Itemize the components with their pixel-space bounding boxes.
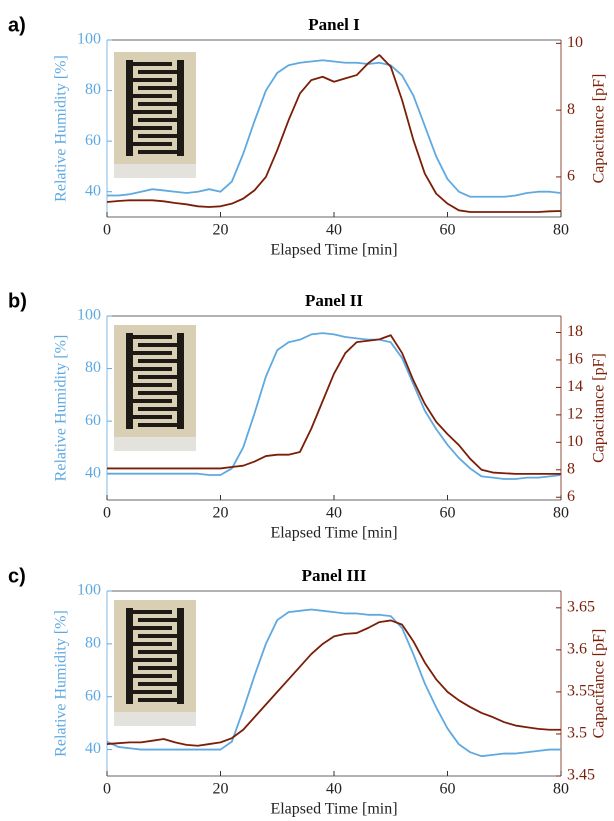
x-tick-label: 80 [553, 781, 569, 798]
y2-tick-label: 16 [567, 351, 583, 368]
x-tick-label: 40 [326, 505, 342, 522]
y2-tick-label: 8 [567, 101, 575, 118]
data-line [107, 332, 562, 480]
y-tick-label: 80 [85, 81, 101, 98]
sensor-photo [112, 598, 198, 728]
x-tick-label: 20 [213, 781, 229, 798]
y2-tick-label: 3.55 [567, 683, 595, 700]
y2-tick-label: 10 [567, 34, 583, 51]
y2-tick-label: 8 [567, 460, 575, 477]
y-axis-label: Relative Humidity [%] [53, 335, 70, 482]
x-tick-label: 80 [553, 505, 569, 522]
y2-tick-label: 12 [567, 406, 583, 423]
x-axis-label: Elapsed Time [min] [270, 525, 397, 542]
panel-label: b) [8, 290, 27, 312]
chart-title: Panel I [308, 15, 360, 34]
x-tick-label: 60 [440, 781, 456, 798]
x-tick-label: 60 [440, 222, 456, 239]
panel-label: c) [8, 565, 26, 587]
y-tick-label: 100 [77, 307, 101, 324]
x-tick-label: 60 [440, 505, 456, 522]
y2-tick-label: 14 [567, 378, 583, 395]
y-tick-label: 80 [85, 359, 101, 376]
y-tick-label: 60 [85, 412, 101, 429]
x-axis-label: Elapsed Time [min] [270, 801, 397, 818]
data-line [107, 59, 562, 198]
sensor-photo [112, 323, 198, 453]
y2-axis-label: Capacitance [pF] [591, 74, 608, 184]
y-axis-label: Relative Humidity [%] [53, 610, 70, 757]
y-tick-label: 40 [85, 182, 101, 199]
x-axis-label: Elapsed Time [min] [270, 242, 397, 259]
chart-title: Panel III [302, 566, 367, 585]
y2-tick-label: 10 [567, 433, 583, 450]
x-tick-label: 20 [213, 222, 229, 239]
y-tick-label: 60 [85, 687, 101, 704]
y2-tick-label: 3.6 [567, 641, 587, 658]
y2-tick-label: 3.5 [567, 725, 587, 742]
y-axis-label: Relative Humidity [%] [53, 55, 70, 202]
data-line [106, 608, 561, 758]
x-tick-label: 20 [213, 505, 229, 522]
data-line [106, 619, 561, 747]
y-tick-label: 80 [85, 635, 101, 652]
y-tick-label: 60 [85, 132, 101, 149]
x-tick-label: 0 [103, 781, 111, 798]
y2-axis-label: Capacitance [pF] [591, 629, 608, 739]
x-tick-label: 0 [103, 222, 111, 239]
x-tick-label: 40 [326, 781, 342, 798]
y-tick-label: 40 [85, 464, 101, 481]
y2-tick-label: 18 [567, 323, 583, 340]
y-tick-label: 100 [77, 31, 101, 48]
y-tick-label: 40 [85, 740, 101, 757]
panel-label: a) [8, 14, 26, 36]
y2-tick-label: 3.65 [567, 598, 595, 615]
x-tick-label: 40 [326, 222, 342, 239]
x-tick-label: 0 [103, 505, 111, 522]
sensor-photo [112, 50, 198, 180]
x-tick-label: 80 [553, 222, 569, 239]
y2-tick-label: 6 [567, 488, 575, 505]
y2-tick-label: 3.45 [567, 767, 595, 784]
data-line [107, 334, 561, 475]
chart-title: Panel II [305, 291, 363, 310]
y2-tick-label: 6 [567, 168, 575, 185]
y2-axis-label: Capacitance [pF] [591, 353, 608, 463]
data-line [106, 54, 562, 213]
y-tick-label: 100 [77, 582, 101, 599]
